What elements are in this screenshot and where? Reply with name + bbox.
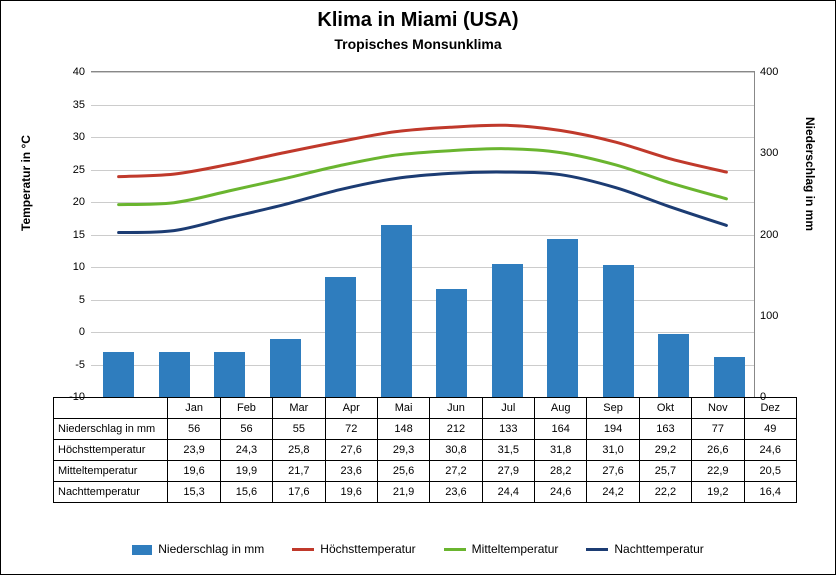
cell: 194 (587, 419, 639, 440)
cell: 163 (639, 419, 691, 440)
cell: 29,3 (377, 440, 429, 461)
cell: 56 (220, 419, 272, 440)
cell: 16,4 (744, 482, 796, 503)
cell: 24,2 (587, 482, 639, 503)
cell: 15,6 (220, 482, 272, 503)
cell: 27,6 (325, 440, 377, 461)
cell: 148 (377, 419, 429, 440)
cell: 28,2 (535, 461, 587, 482)
cell: 21,9 (377, 482, 429, 503)
ytick-left: 20 (53, 196, 85, 208)
plot-area: -10-505101520253035400100200300400 (91, 71, 755, 397)
cell: 77 (692, 419, 744, 440)
month-header: Dez (744, 398, 796, 419)
month-header: Jun (430, 398, 482, 419)
cell: 72 (325, 419, 377, 440)
cell: 24,3 (220, 440, 272, 461)
climate-chart: { "title":"Klima in Miami (USA)", "subti… (0, 0, 836, 575)
cell: 21,7 (273, 461, 325, 482)
cell: 23,6 (430, 482, 482, 503)
row-header-night_temp: Nachttemperatur (54, 482, 168, 503)
legend-swatch (586, 548, 608, 551)
ytick-left: 40 (53, 66, 85, 78)
line-max_temp (119, 125, 727, 176)
line-night_temp (119, 172, 727, 232)
month-header: Okt (639, 398, 691, 419)
temp-lines (91, 72, 754, 397)
cell: 22,2 (639, 482, 691, 503)
ytick-left: 10 (53, 261, 85, 273)
cell: 55 (273, 419, 325, 440)
cell: 23,9 (168, 440, 220, 461)
chart-title: Klima in Miami (USA) (1, 9, 835, 32)
cell: 27,9 (482, 461, 534, 482)
cell: 212 (430, 419, 482, 440)
cell: 23,6 (325, 461, 377, 482)
legend-item-max_temp: Höchsttemperatur (292, 542, 415, 556)
ytick-left: 35 (53, 99, 85, 111)
chart-subtitle: Tropisches Monsunklima (1, 36, 835, 52)
legend-swatch (444, 548, 466, 551)
month-header: Nov (692, 398, 744, 419)
cell: 27,6 (587, 461, 639, 482)
cell: 30,8 (430, 440, 482, 461)
month-header: Mai (377, 398, 429, 419)
cell: 27,2 (430, 461, 482, 482)
cell: 164 (535, 419, 587, 440)
cell: 24,6 (744, 440, 796, 461)
cell: 24,4 (482, 482, 534, 503)
cell: 31,8 (535, 440, 587, 461)
data-table: JanFebMarAprMaiJunJulAugSepOktNovDez Nied… (53, 397, 797, 503)
cell: 19,9 (220, 461, 272, 482)
y-axis-right-label: Niederschlag in mm (803, 117, 817, 231)
month-header: Mar (273, 398, 325, 419)
legend-item-night_temp: Nachttemperatur (586, 542, 703, 556)
cell: 24,6 (535, 482, 587, 503)
cell: 20,5 (744, 461, 796, 482)
cell: 31,5 (482, 440, 534, 461)
ytick-left: 5 (53, 294, 85, 306)
row-header-max_temp: Höchsttemperatur (54, 440, 168, 461)
ytick-right: 200 (760, 229, 792, 241)
cell: 25,7 (639, 461, 691, 482)
cell: 25,8 (273, 440, 325, 461)
cell: 31,0 (587, 440, 639, 461)
month-header: Aug (535, 398, 587, 419)
table-corner (54, 398, 168, 419)
ytick-left: 0 (53, 326, 85, 338)
ytick-left: 15 (53, 229, 85, 241)
cell: 56 (168, 419, 220, 440)
month-header: Jul (482, 398, 534, 419)
legend-swatch (292, 548, 314, 551)
ytick-left: 25 (53, 164, 85, 176)
cell: 15,3 (168, 482, 220, 503)
legend-swatch (132, 545, 152, 555)
y-axis-left-label: Temperatur in °C (19, 135, 33, 231)
legend-item-precip: Niederschlag in mm (132, 542, 264, 556)
cell: 49 (744, 419, 796, 440)
cell: 19,2 (692, 482, 744, 503)
ytick-right: 100 (760, 310, 792, 322)
cell: 29,2 (639, 440, 691, 461)
cell: 19,6 (168, 461, 220, 482)
cell: 25,6 (377, 461, 429, 482)
ytick-right: 400 (760, 66, 792, 78)
ytick-left: 30 (53, 131, 85, 143)
month-header: Jan (168, 398, 220, 419)
cell: 19,6 (325, 482, 377, 503)
row-header-precip: Niederschlag in mm (54, 419, 168, 440)
month-header: Feb (220, 398, 272, 419)
month-header: Sep (587, 398, 639, 419)
cell: 17,6 (273, 482, 325, 503)
cell: 26,6 (692, 440, 744, 461)
ytick-left: -5 (53, 359, 85, 371)
month-header: Apr (325, 398, 377, 419)
row-header-mean_temp: Mitteltemperatur (54, 461, 168, 482)
ytick-right: 300 (760, 147, 792, 159)
cell: 133 (482, 419, 534, 440)
legend: Niederschlag in mm Höchsttemperatur Mittel… (1, 542, 835, 556)
legend-item-mean_temp: Mitteltemperatur (444, 542, 559, 556)
cell: 22,9 (692, 461, 744, 482)
